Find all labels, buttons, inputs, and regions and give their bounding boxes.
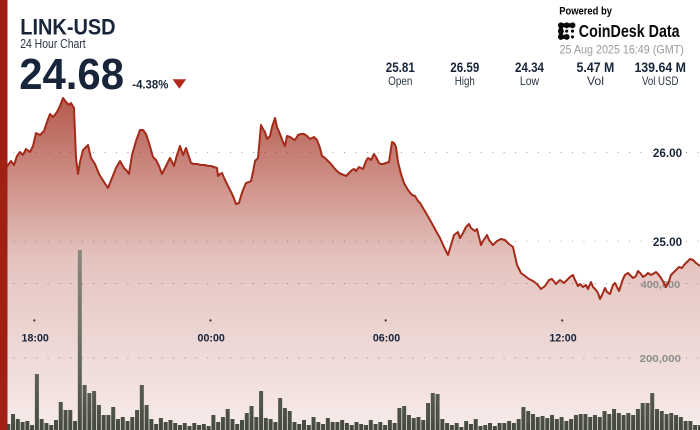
- svg-text:High: High: [455, 74, 475, 88]
- svg-text:-4.38%: -4.38%: [132, 78, 168, 92]
- svg-text:CoinDesk Data: CoinDesk Data: [579, 21, 681, 41]
- svg-text:25 Aug 2025 16:49 (GMT): 25 Aug 2025 16:49 (GMT): [560, 43, 684, 56]
- svg-text:Vol USD: Vol USD: [642, 74, 679, 88]
- svg-text:25.81: 25.81: [386, 60, 415, 75]
- svg-text:Powered by: Powered by: [559, 5, 612, 17]
- svg-text:26.59: 26.59: [450, 60, 479, 75]
- svg-text:06:00: 06:00: [373, 332, 400, 344]
- svg-text:5.47 M: 5.47 M: [577, 60, 615, 75]
- svg-text:139.64 M: 139.64 M: [634, 60, 686, 75]
- svg-text:25.00: 25.00: [653, 236, 682, 249]
- svg-text:24.68: 24.68: [19, 51, 124, 99]
- svg-text:Vol: Vol: [587, 74, 604, 88]
- svg-text:400,000: 400,000: [641, 280, 681, 291]
- svg-text:24.34: 24.34: [515, 60, 544, 75]
- svg-text:24 Hour Chart: 24 Hour Chart: [20, 37, 86, 51]
- svg-text:LINK-USD: LINK-USD: [20, 14, 115, 39]
- svg-text:00:00: 00:00: [198, 332, 225, 344]
- svg-text:Low: Low: [520, 74, 539, 88]
- svg-text:Open: Open: [388, 74, 412, 88]
- svg-text:18:00: 18:00: [22, 332, 49, 344]
- svg-text:26.00: 26.00: [653, 147, 682, 160]
- svg-text:12:00: 12:00: [549, 332, 576, 344]
- svg-text:200,000: 200,000: [640, 354, 682, 365]
